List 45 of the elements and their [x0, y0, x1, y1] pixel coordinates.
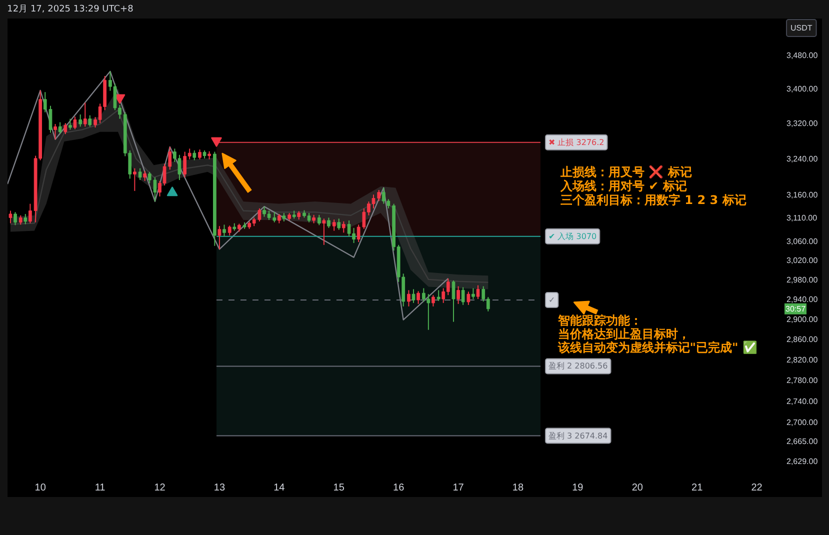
ref-line-label: 盈利 3 2674.84: [548, 431, 608, 440]
annotation: 入场线：用对号 ✔ 标记: [560, 178, 687, 193]
y-tick-label: 3,320.00: [786, 119, 818, 128]
y-tick-label: 3,400.00: [786, 84, 818, 94]
ref-line-label: ✔ 入场 3070: [548, 232, 597, 241]
x-tick-label: 19: [572, 482, 584, 494]
y-tick-label: 2,665.00: [786, 437, 818, 446]
annotation: USDT: [790, 24, 812, 33]
annotation: 当价格达到止盈目标时，: [558, 327, 690, 342]
x-tick-label: 21: [692, 482, 704, 494]
x-tick-label: 16: [393, 482, 405, 494]
y-tick-label: 3,020.00: [786, 256, 818, 266]
y-tick-label: 2,980.00: [786, 275, 818, 284]
ref-line-label: ✓: [548, 295, 556, 304]
annotation: 三个盈利目标：用数字 1 2 3 标记: [560, 192, 746, 207]
y-tick-label: 3,160.00: [786, 190, 818, 200]
annotation: 止损线：用叉号 ❌ 标记: [560, 164, 692, 179]
y-tick-label: 3,060.00: [786, 237, 818, 246]
y-tick-label: 2,900.00: [786, 314, 818, 324]
x-tick-label: 17: [452, 482, 464, 494]
y-tick-label: 2,740.00: [786, 396, 818, 406]
x-tick-label: 14: [274, 482, 286, 494]
x-tick-label: 11: [94, 482, 106, 494]
y-tick-label: 3,480.00: [786, 51, 818, 60]
annotation: 该线自动变为虚线并标记"已完成" ✅: [556, 340, 758, 355]
y-tick-label: 3,110.00: [786, 214, 818, 223]
x-tick-label: 15: [333, 482, 345, 494]
annotation: 智能跟踪功能：: [556, 313, 642, 328]
y-tick-label: 2,700.00: [786, 418, 818, 428]
ref-line-label: ✖ 止损 3276.2: [548, 138, 604, 147]
x-tick-label: 20: [632, 482, 644, 494]
x-tick-label: 10: [34, 482, 46, 494]
ref-line-label: 盈利 2 2806.56: [548, 362, 608, 371]
y-tick-label: 3,240.00: [786, 154, 818, 164]
x-tick-label: 13: [214, 482, 226, 494]
y-tick-label: 2,860.00: [786, 334, 818, 344]
y-tick-label: 2,629.00: [786, 456, 818, 466]
y-tick-label: 2,820.00: [786, 355, 818, 364]
y-tick-label: 2,940.00: [786, 295, 818, 304]
x-tick-label: 18: [512, 482, 524, 494]
y-tick-label: 2,780.00: [786, 376, 818, 385]
x-tick-label: 12: [154, 482, 166, 494]
annotation: 30:57: [786, 304, 806, 314]
x-tick-label: 22: [751, 482, 763, 494]
text: 12月 17, 2025 13:29 UTC+8: [7, 4, 134, 14]
